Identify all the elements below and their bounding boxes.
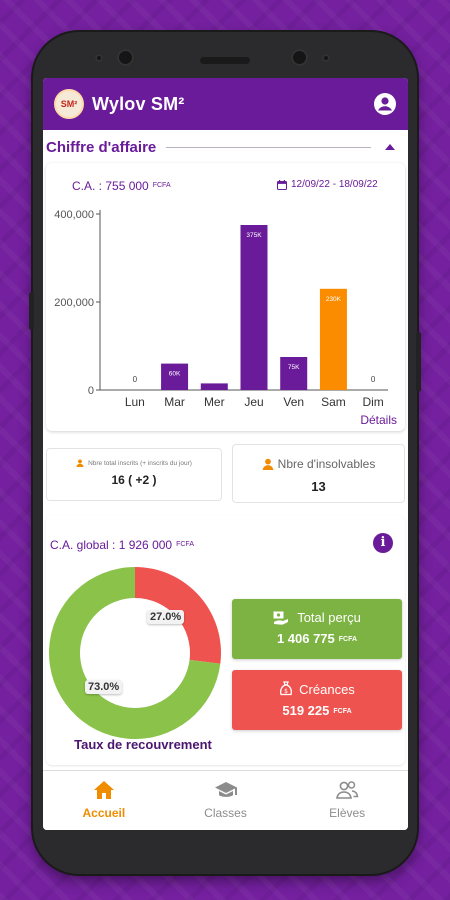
date-range-text: 12/09/22 - 18/09/22 xyxy=(291,179,378,190)
insolvent-title: Nbre d'insolvables xyxy=(277,457,376,471)
app-screen: SM² Wylov SM² Chiffre d'affaire C.A. : 7… xyxy=(43,78,408,830)
x-tick-label: Sam xyxy=(321,395,346,409)
enrolled-title-row: Nbre total inscrits (+ inscrits du jour) xyxy=(47,459,221,467)
outstanding-percent: 27.0% xyxy=(147,610,185,624)
bar-value-label: 375K xyxy=(246,232,262,239)
recovered-percent: 73.0% xyxy=(85,680,123,694)
y-tick-label: 400,000 xyxy=(54,209,94,221)
receivables-button[interactable]: $ Créances 519 225 FCFA xyxy=(232,670,402,730)
enrolled-title: Nbre total inscrits (+ inscrits du jour) xyxy=(88,459,192,467)
details-link[interactable]: Détails xyxy=(360,413,397,427)
total-received-value: 1 406 775 xyxy=(276,631,335,646)
recovery-caption: Taux de recouvrement xyxy=(74,737,212,752)
phone-speaker xyxy=(200,57,250,64)
bar-value-label: 15K xyxy=(208,390,220,397)
bar-mar xyxy=(161,363,189,390)
bar-ven xyxy=(280,357,308,390)
nav-home-label: Accueil xyxy=(82,806,126,820)
phone-sensor xyxy=(322,54,330,62)
weekly-revenue-value: C.A. : 755 000 xyxy=(72,179,149,193)
receivables-label-row: $ Créances xyxy=(232,681,402,697)
phone-sensor xyxy=(95,54,103,62)
bar-jeu xyxy=(240,225,268,390)
app-bar: SM² Wylov SM² xyxy=(43,78,408,130)
person-icon xyxy=(262,458,274,470)
total-received-button[interactable]: Total perçu 1 406 775 FCFA xyxy=(232,599,402,659)
nav-classes[interactable]: Classes xyxy=(165,771,287,830)
bar-value-label: 0 xyxy=(133,375,138,384)
x-tick-label: Mer xyxy=(204,395,225,409)
insolvent-value: 13 xyxy=(311,479,326,494)
section-divider xyxy=(166,146,371,148)
currency-unit: FCFA xyxy=(176,541,194,548)
phone-camera xyxy=(117,49,134,66)
enrolled-card[interactable]: Nbre total inscrits (+ inscrits du jour)… xyxy=(46,448,222,501)
currency-unit: FCFA xyxy=(333,708,352,715)
money-hand-icon xyxy=(273,611,289,625)
x-tick-label: Lun xyxy=(125,395,145,409)
total-received-label: Total perçu xyxy=(297,610,361,625)
receivables-label: Créances xyxy=(299,681,355,697)
svg-text:$: $ xyxy=(284,688,288,695)
y-tick-label: 200,000 xyxy=(54,297,94,309)
logo-text: SM² xyxy=(60,99,78,109)
x-tick-label: Ven xyxy=(283,395,304,409)
students-icon xyxy=(336,781,359,799)
section-title: Chiffre d'affaire xyxy=(46,138,157,156)
receivables-amount: 519 225 FCFA xyxy=(232,703,402,718)
recovery-donut-chart xyxy=(49,567,221,739)
money-bag-icon: $ xyxy=(280,681,293,696)
phone-side-button xyxy=(416,332,421,392)
nav-home[interactable]: Accueil xyxy=(43,771,165,830)
insolvent-title-row: Nbre d'insolvables xyxy=(233,457,404,471)
bar-value-label: 230K xyxy=(326,296,342,303)
graduation-cap-icon xyxy=(214,782,237,797)
home-icon xyxy=(93,781,114,799)
nav-classes-label: Classes xyxy=(204,806,247,820)
phone-side-button xyxy=(29,292,34,330)
receivables-value: 519 225 xyxy=(282,703,330,718)
x-tick-label: Dim xyxy=(362,395,383,409)
app-logo[interactable]: SM² xyxy=(54,89,84,119)
y-tick-label: 0 xyxy=(88,385,94,397)
global-revenue-label: C.A. global : 1 926 000 FCFA xyxy=(50,538,194,552)
nav-students-label: Elèves xyxy=(329,806,366,820)
global-revenue-value: C.A. global : 1 926 000 xyxy=(50,538,173,552)
date-range[interactable]: 12/09/22 - 18/09/22 xyxy=(277,179,378,190)
bar-value-label: 75K xyxy=(288,364,300,371)
currency-unit: FCFA xyxy=(338,636,358,643)
x-tick-label: Jeu xyxy=(244,395,263,409)
insolvent-card[interactable]: Nbre d'insolvables 13 xyxy=(232,444,405,503)
collapse-caret-icon[interactable] xyxy=(385,144,395,150)
enrolled-value: 16 ( +2 ) xyxy=(111,473,157,487)
revenue-section-header[interactable]: Chiffre d'affaire xyxy=(46,136,405,158)
x-tick-label: Mar xyxy=(164,395,185,409)
account-icon[interactable] xyxy=(373,92,397,116)
bar-sam xyxy=(319,288,347,390)
person-icon xyxy=(76,459,84,467)
weekly-revenue-label: C.A. : 755 000 FCFA xyxy=(72,179,171,193)
donut-slice-recovered xyxy=(49,567,221,739)
currency-unit: FCFA xyxy=(152,182,171,189)
nav-students[interactable]: Elèves xyxy=(286,771,408,830)
app-title: Wylov SM² xyxy=(92,93,185,114)
bar-value-label: 60K xyxy=(169,371,181,378)
bar-mer xyxy=(200,383,228,390)
total-received-amount: 1 406 775 FCFA xyxy=(232,631,402,646)
info-icon[interactable]: i xyxy=(373,533,393,553)
bar-value-label: 0 xyxy=(371,375,376,384)
bottom-navigation: Accueil Classes Elèves xyxy=(43,770,408,830)
total-received-label-row: Total perçu xyxy=(232,610,402,625)
phone-camera xyxy=(291,49,308,66)
calendar-icon xyxy=(277,179,287,190)
